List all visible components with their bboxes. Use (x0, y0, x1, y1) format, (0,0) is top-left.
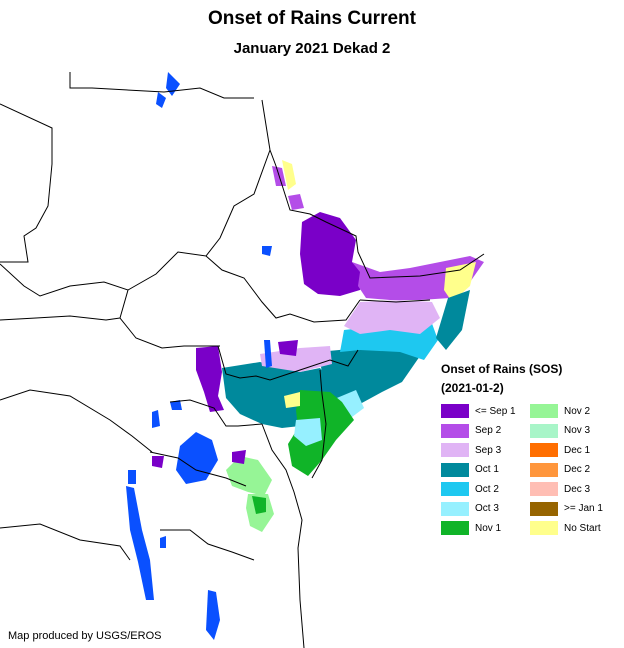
region-sep1-ethiopia (300, 212, 368, 296)
legend-swatch (530, 521, 558, 535)
legend-swatch (441, 521, 469, 535)
legend-swatch (530, 423, 558, 438)
legend-label: Nov 2 (564, 405, 591, 417)
water-bodies (126, 72, 272, 640)
legend-label: Sep 2 (475, 425, 502, 436)
lake-nasser (156, 92, 166, 108)
legend-label: Dec 1 (564, 444, 591, 456)
region-nostart-kenya (284, 392, 300, 408)
legend-label: Dec 3 (564, 483, 591, 495)
lake-kivu (128, 470, 136, 484)
legend-swatch (441, 423, 469, 438)
legend-swatch (530, 501, 558, 516)
legend-item: Dec 3 (530, 482, 590, 496)
country-borders (0, 72, 485, 648)
legend-swatch (441, 462, 469, 477)
legend-item: Oct 3 (441, 501, 499, 516)
region-sep1-lake (152, 456, 164, 468)
legend-swatch (441, 404, 469, 418)
legend-label: Dec 2 (564, 464, 591, 475)
legend-grid: <= Sep 1 Sep 2 Sep 3 Oct 1 Oct 2 Oct 3 Nov 1 No… (441, 404, 621, 604)
legend-label: <= Sep 1 (475, 405, 516, 417)
legend-item: Nov 3 (530, 423, 591, 438)
river-nile (166, 72, 180, 96)
region-oct1-northeast (436, 290, 470, 350)
region-oct3-kenya-east (294, 418, 322, 446)
legend-swatch (441, 443, 469, 457)
legend-item: <= Sep 1 (441, 404, 516, 418)
legend-label: No Start (564, 522, 601, 534)
legend-swatch (441, 501, 469, 516)
legend-swatch (530, 443, 558, 457)
lake-victoria (176, 432, 218, 484)
region-sep1-uganda-north (196, 346, 224, 412)
lake-rukwa (160, 536, 166, 548)
legend-label: Nov 1 (475, 522, 502, 534)
map-subtitle: January 2021 Dekad 2 (233, 40, 391, 57)
legend-item: Oct 1 (441, 462, 499, 477)
region-nov1-tanzania (252, 496, 266, 514)
legend: Onset of Rains (SOS) (2021-01-2) <= Sep … (441, 360, 621, 604)
region-nov2-tanzania (226, 456, 272, 496)
map-title: Onset of Rains Current (208, 8, 416, 29)
region-sep3-ethiopia-east (344, 300, 440, 334)
region-nostart-eritrea (282, 160, 296, 190)
legend-item: Sep 3 (441, 443, 501, 457)
region-sep2-djibouti (288, 194, 304, 210)
lake-kyoga (170, 400, 182, 410)
legend-title: Onset of Rains (SOS) (441, 362, 563, 376)
legend-swatch (441, 482, 469, 496)
region-sep1-small (278, 340, 298, 356)
legend-label: Oct 1 (475, 464, 499, 475)
legend-swatch (530, 482, 558, 496)
legend-label: Nov 3 (564, 425, 591, 436)
legend-item: Dec 1 (530, 443, 590, 457)
legend-item: No Start (530, 521, 601, 535)
lake-albert (152, 410, 160, 428)
legend-item: Dec 2 (530, 462, 591, 477)
legend-swatch (530, 404, 558, 418)
legend-item: Nov 2 (530, 404, 590, 418)
legend-item: >= Jan 1 (530, 501, 603, 516)
region-nostart-north (444, 262, 476, 302)
region-sep1-victoria (232, 450, 246, 464)
lake-malawi (206, 590, 220, 640)
legend-label: Sep 3 (475, 444, 502, 456)
lake-tanganyika (126, 486, 154, 600)
legend-label: >= Jan 1 (564, 503, 603, 514)
legend-item: Sep 2 (441, 423, 502, 438)
map-credit: Map produced by USGS/EROS (8, 630, 162, 642)
legend-swatch (530, 462, 558, 477)
legend-period: (2021-01-2) (441, 381, 504, 395)
legend-label: Oct 2 (475, 483, 499, 495)
legend-item: Nov 1 (441, 521, 501, 535)
legend-item: Oct 2 (441, 482, 499, 496)
lake-tana (262, 246, 272, 256)
legend-label: Oct 3 (475, 503, 499, 514)
lake-turkana (264, 340, 272, 368)
